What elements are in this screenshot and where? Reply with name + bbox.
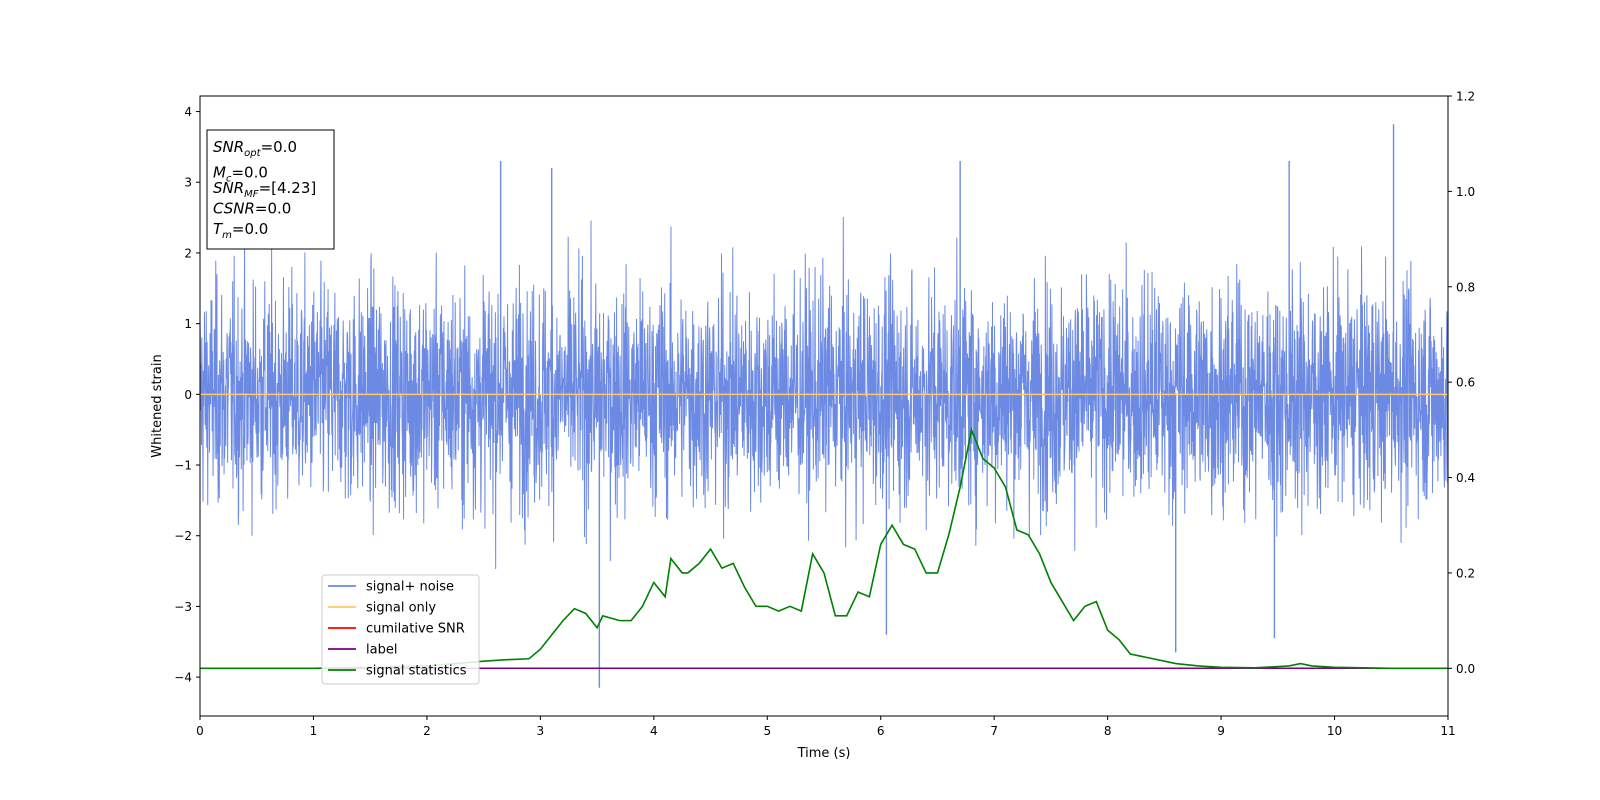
annotation-frame	[206, 129, 335, 250]
y2-tick-label: 1.0	[1456, 185, 1475, 199]
y-tick-label: −3	[174, 600, 192, 614]
y2-tick-label: 0.6	[1456, 376, 1475, 390]
y2-tick-label: 0.4	[1456, 471, 1475, 485]
annotation-line: SNRopt=0.0	[213, 138, 297, 159]
y-tick-label: −1	[174, 459, 192, 473]
annotation-line: Tm=0.0	[213, 220, 268, 241]
x-tick-label: 7	[990, 724, 998, 738]
y-tick-label: 1	[184, 317, 192, 331]
series-line-signal-statistics	[200, 427, 1448, 670]
x-tick-label: 3	[537, 724, 545, 738]
legend: signal+ noise signal only cumilative SNR la…	[321, 574, 480, 685]
x-tick-label: 9	[1217, 724, 1225, 738]
x-tick-label: 8	[1104, 724, 1112, 738]
x-tick-label: 5	[763, 724, 771, 738]
annotation-line: SNRMF=[4.23]	[213, 179, 316, 200]
x-tick-label: 6	[877, 724, 885, 738]
y-tick-label: 0	[184, 388, 192, 402]
legend-label: signal+ noise	[366, 580, 454, 595]
y2-tick-label: 0.8	[1456, 280, 1475, 294]
y-tick-label: 2	[184, 246, 192, 260]
y2-tick-label: 0.2	[1456, 566, 1475, 580]
plot-frame	[199, 95, 1449, 717]
y-tick-label: −2	[174, 529, 192, 543]
annotation-line: CSNR=0.0	[213, 200, 291, 218]
y-axis-label: Whitened strain	[150, 354, 165, 457]
x-tick-label: 1	[310, 724, 318, 738]
x-tick-label: 0	[196, 724, 204, 738]
x-tick-label: 4	[650, 724, 658, 738]
legend-frame	[321, 574, 480, 685]
y-tick-label: 3	[184, 176, 192, 190]
y2-tick-label: 0.0	[1456, 662, 1475, 676]
legend-label: label	[366, 643, 397, 658]
x-tick-label: 11	[1440, 724, 1455, 738]
annotation-line: Mc=0.0	[213, 164, 268, 185]
legend-label: signal only	[366, 601, 436, 616]
x-tick-label: 10	[1327, 724, 1342, 738]
x-axis-label: Time (s)	[797, 746, 851, 761]
y-tick-label: −4	[174, 671, 192, 685]
axes: 0 1 2 3 4 5 6 7 8 9 10 11 −4 −3 −2 −1 0 1 2 3 4 0.0 0.2 0.4 0.6 0…	[174, 90, 1475, 739]
legend-label: signal statistics	[366, 664, 467, 679]
x-tick-label: 2	[423, 724, 431, 738]
y-tick-label: 4	[184, 105, 192, 119]
legend-label: cumilative SNR	[366, 622, 465, 637]
series-line-signal-noise	[200, 217, 1448, 570]
y2-tick-label: 1.2	[1456, 90, 1475, 104]
